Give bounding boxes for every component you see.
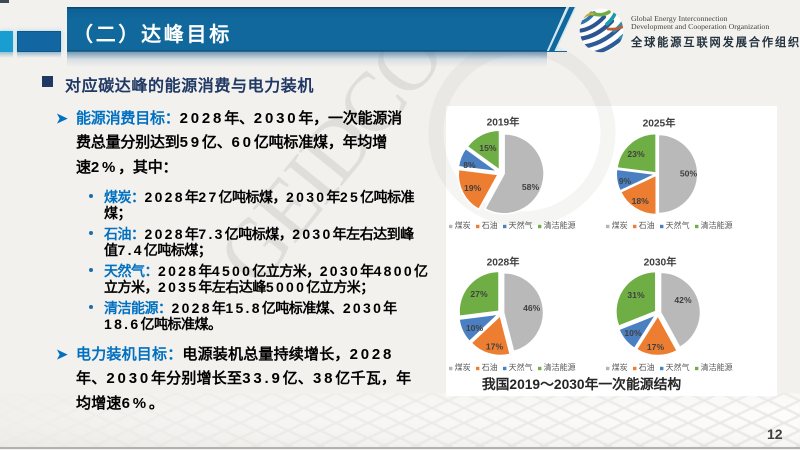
svg-text:2025年: 2025年 <box>643 117 676 130</box>
svg-text:清洁能源: 清洁能源 <box>544 220 576 230</box>
svg-text:42%: 42% <box>674 295 692 305</box>
svg-text:2030年: 2030年 <box>644 256 677 269</box>
svg-text:石油: 石油 <box>639 362 655 372</box>
svg-text:10%: 10% <box>624 328 642 338</box>
svg-text:天然气: 天然气 <box>509 220 533 230</box>
svg-text:23%: 23% <box>627 149 645 159</box>
svg-text:17%: 17% <box>486 342 504 352</box>
svg-text:2019年: 2019年 <box>487 116 520 129</box>
svg-text:天然气: 天然气 <box>666 362 690 372</box>
svg-text:煤炭: 煤炭 <box>455 362 471 372</box>
svg-text:10%: 10% <box>466 323 484 333</box>
svg-text:2028年: 2028年 <box>487 256 520 269</box>
svg-text:31%: 31% <box>627 290 645 300</box>
svg-text:天然气: 天然气 <box>509 362 533 372</box>
svg-text:8%: 8% <box>463 160 476 170</box>
svg-text:煤炭: 煤炭 <box>612 220 628 230</box>
svg-text:煤炭: 煤炭 <box>455 220 471 230</box>
svg-text:19%: 19% <box>464 183 482 193</box>
svg-text:9%: 9% <box>619 176 632 186</box>
svg-text:27%: 27% <box>470 289 488 299</box>
svg-text:我国2019～2030年一次能源结构: 我国2019～2030年一次能源结构 <box>482 376 682 392</box>
svg-text:石油: 石油 <box>482 220 498 230</box>
svg-text:天然气: 天然气 <box>666 220 690 230</box>
svg-text:50%: 50% <box>680 169 698 179</box>
svg-text:石油: 石油 <box>482 362 498 372</box>
svg-text:石油: 石油 <box>639 220 655 230</box>
svg-text:煤炭: 煤炭 <box>612 362 628 372</box>
svg-text:清洁能源: 清洁能源 <box>544 362 576 372</box>
svg-text:15%: 15% <box>479 143 497 153</box>
svg-text:清洁能源: 清洁能源 <box>701 220 733 230</box>
svg-text:18%: 18% <box>632 196 650 206</box>
svg-text:46%: 46% <box>523 303 541 313</box>
svg-text:清洁能源: 清洁能源 <box>701 362 733 372</box>
svg-text:58%: 58% <box>522 182 540 192</box>
svg-text:17%: 17% <box>647 342 665 352</box>
